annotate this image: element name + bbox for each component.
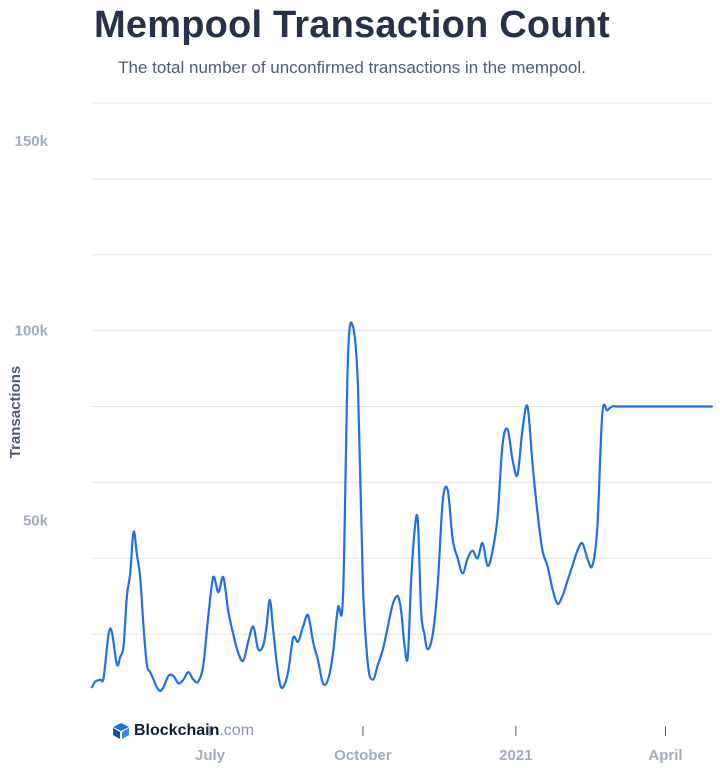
x-tick-label: July	[195, 747, 226, 764]
x-tick-label: October	[334, 747, 392, 764]
blockchain-watermark: Blockchain .com	[112, 722, 254, 740]
chart-title: Mempool Transaction Count	[94, 4, 610, 46]
y-tick-label: 150k	[15, 133, 49, 150]
x-axis-ticks: July October 2021 April	[195, 726, 683, 764]
y-tick-label: 50k	[23, 512, 49, 529]
grid-lines	[92, 102, 712, 635]
watermark-tld: .com	[219, 722, 255, 739]
series-line-group	[90, 321, 714, 693]
y-axis-label: Transactions	[7, 366, 24, 459]
y-tick-label: 100k	[15, 323, 49, 340]
chart-subtitle: The total number of unconfirmed transact…	[118, 58, 586, 77]
x-tick-label: 2021	[499, 747, 532, 764]
blockchain-logo-icon	[113, 723, 129, 739]
watermark-brand: Blockchain	[134, 722, 220, 739]
x-tick-label: April	[648, 747, 682, 764]
y-axis-ticks: 50k 100k 150k	[15, 133, 49, 529]
series-line	[90, 321, 714, 693]
